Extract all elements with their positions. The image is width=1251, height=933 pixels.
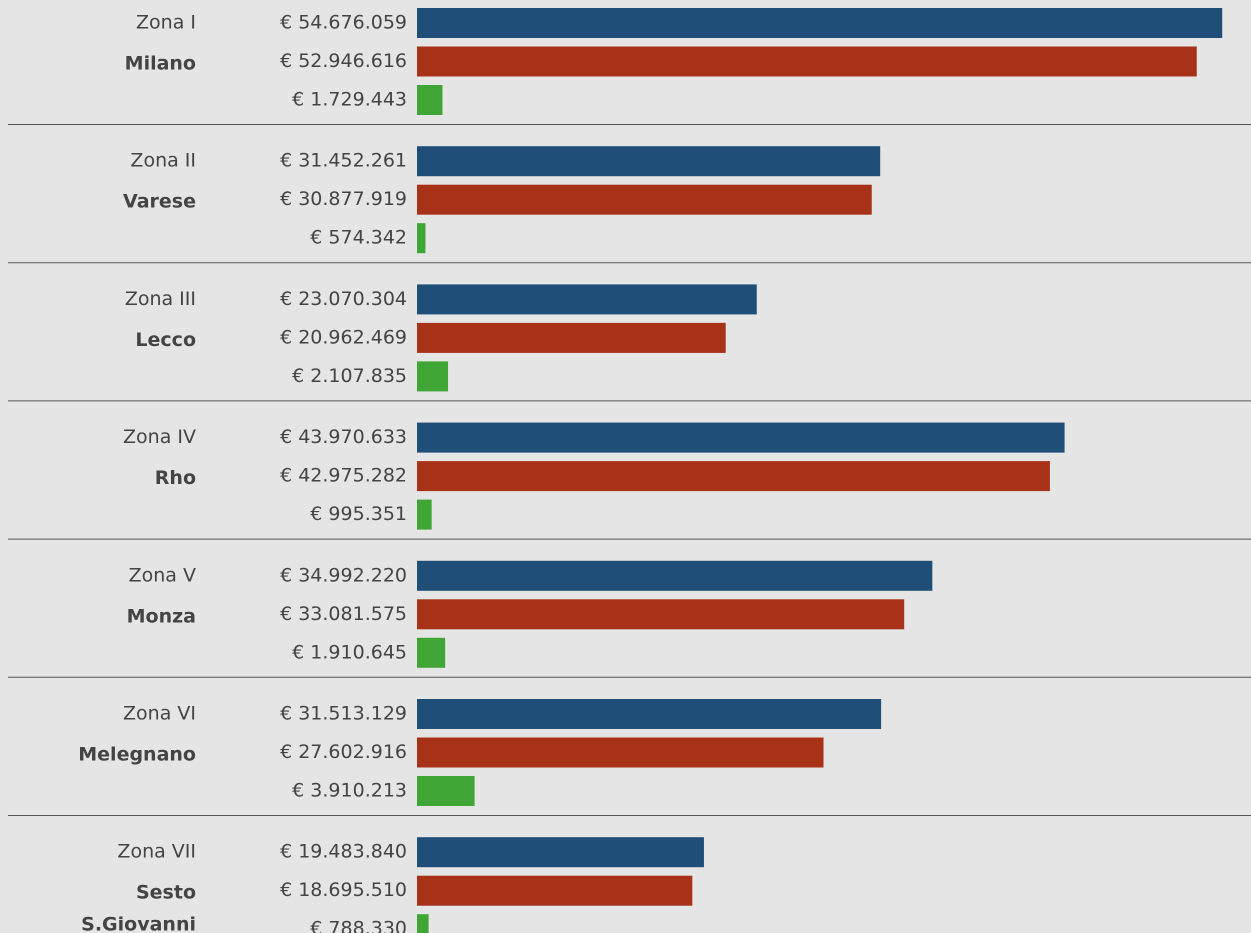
value-label: € 54.676.059 xyxy=(280,12,407,34)
zone-name: Milano xyxy=(125,53,196,75)
bar xyxy=(417,85,443,115)
zone-name: Rho xyxy=(155,467,196,489)
bar xyxy=(417,560,933,591)
bar xyxy=(417,361,449,392)
bar xyxy=(417,146,881,177)
value-label: € 34.992.220 xyxy=(280,564,407,586)
zone-label: Zona III xyxy=(125,288,196,310)
value-label: € 1.729.443 xyxy=(292,89,407,111)
zone-label: Zona II xyxy=(130,150,196,172)
value-label: € 788.330 xyxy=(310,918,407,933)
zone-name: S.Giovanni xyxy=(81,914,196,933)
bar xyxy=(417,837,704,868)
bar xyxy=(417,8,1223,38)
zone-label: Zona I xyxy=(136,12,196,34)
zone-label: Zona VI xyxy=(123,703,196,725)
zone-name: Melegnano xyxy=(78,744,196,766)
value-label: € 19.483.840 xyxy=(280,841,407,863)
value-label: € 18.695.510 xyxy=(280,879,407,901)
value-label: € 20.962.469 xyxy=(280,326,407,348)
bar xyxy=(417,914,429,933)
value-label: € 52.946.616 xyxy=(280,50,407,72)
bar xyxy=(417,46,1197,77)
zone-label: Zona IV xyxy=(123,426,196,448)
bar xyxy=(417,322,726,353)
zone-name: Monza xyxy=(127,605,196,627)
value-label: € 574.342 xyxy=(310,227,407,249)
zone-name: Varese xyxy=(123,191,196,213)
value-label: € 30.877.919 xyxy=(280,188,407,210)
bar xyxy=(417,284,757,315)
value-label: € 2.107.835 xyxy=(292,365,407,387)
zone-label: Zona VII xyxy=(117,841,196,863)
value-label: € 33.081.575 xyxy=(280,603,407,625)
value-label: € 23.070.304 xyxy=(280,288,407,310)
value-label: € 27.602.916 xyxy=(280,741,407,763)
bar xyxy=(417,637,446,668)
bar xyxy=(417,737,824,768)
value-label: € 1.910.645 xyxy=(292,641,407,663)
zone-name: Sesto xyxy=(136,882,196,904)
bar xyxy=(417,699,882,729)
zone-name: Lecco xyxy=(135,329,196,351)
bar xyxy=(417,599,905,630)
value-label: € 43.970.633 xyxy=(280,426,407,448)
bar xyxy=(417,422,1065,453)
value-label: € 42.975.282 xyxy=(280,465,407,487)
value-label: € 3.910.213 xyxy=(292,780,407,802)
bar xyxy=(417,461,1050,492)
value-label: € 995.351 xyxy=(310,503,407,525)
bar xyxy=(417,875,693,906)
value-label: € 31.452.261 xyxy=(280,150,407,172)
zone-label: Zona V xyxy=(129,564,196,586)
bar xyxy=(417,223,426,254)
bar xyxy=(417,184,872,215)
bar xyxy=(417,499,432,530)
value-label: € 31.513.129 xyxy=(280,703,407,725)
bar xyxy=(417,776,475,806)
